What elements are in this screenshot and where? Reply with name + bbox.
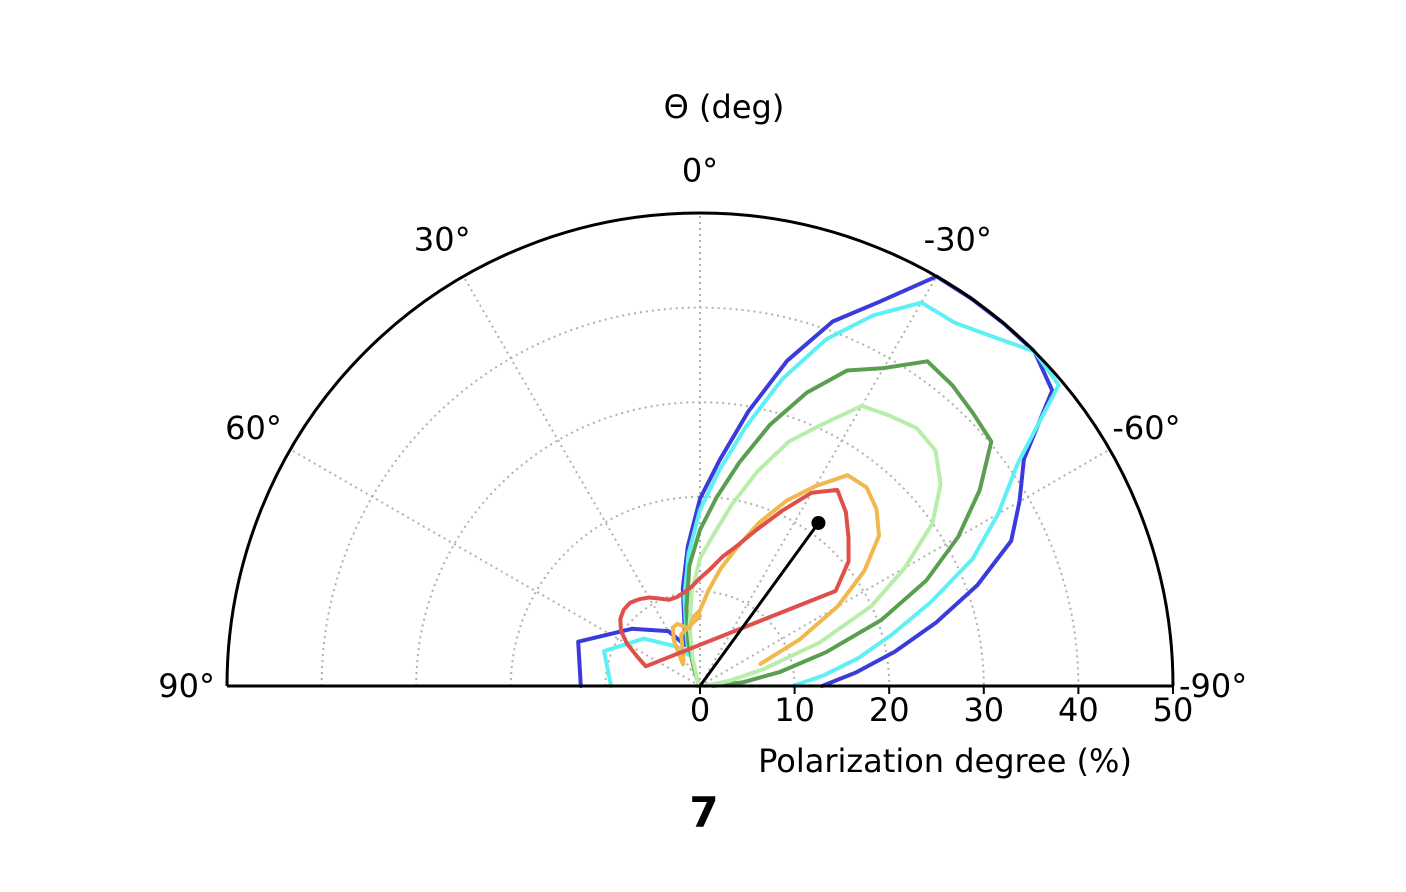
r-tick-label: 10 — [774, 691, 815, 729]
grid-spoke — [699, 448, 1111, 687]
r-tick-label: 0 — [690, 691, 710, 729]
r-tick-label: 30 — [963, 691, 1004, 729]
r-tick-label: 40 — [1058, 691, 1099, 729]
r-tick-label: 20 — [869, 691, 910, 729]
contour-lines — [576, 274, 1061, 688]
best-fit-marker — [698, 515, 826, 687]
theta-tick-label: 90° — [158, 667, 215, 705]
best-fit-line — [698, 522, 820, 687]
contour-line-3 — [684, 359, 994, 688]
r-tick-label: 50 — [1153, 691, 1194, 729]
grid-circle — [604, 590, 796, 687]
grid-circle — [509, 495, 891, 687]
theta-tick-label: -90° — [1179, 667, 1247, 705]
outer-arc — [225, 211, 1175, 687]
best-fit-point — [811, 515, 826, 530]
plot-frame — [225, 211, 1175, 694]
panel-label: 7 — [689, 788, 718, 837]
grid-spoke — [462, 275, 701, 687]
theta-tick-label: 60° — [225, 409, 282, 447]
theta-tick-label: 0° — [682, 151, 718, 189]
theta-tick-label: -30° — [924, 221, 992, 259]
contour-line-5 — [670, 473, 881, 667]
contour-line-6 — [618, 487, 851, 669]
theta-axis-title: Θ (deg) — [664, 88, 785, 126]
grid-spoke — [289, 448, 701, 687]
grid-spoke — [699, 275, 938, 687]
theta-tick-label: 30° — [414, 221, 471, 259]
r-tick-labels: 0 10 20 30 40 50 — [690, 691, 1194, 729]
theta-tick-label: -60° — [1112, 409, 1180, 447]
r-axis-title: Polarization degree (%) — [758, 742, 1132, 780]
contour-line-4 — [687, 403, 943, 688]
theta-tick-labels: 0° 30° -30° 60° -60° 90° -90° — [158, 151, 1247, 705]
